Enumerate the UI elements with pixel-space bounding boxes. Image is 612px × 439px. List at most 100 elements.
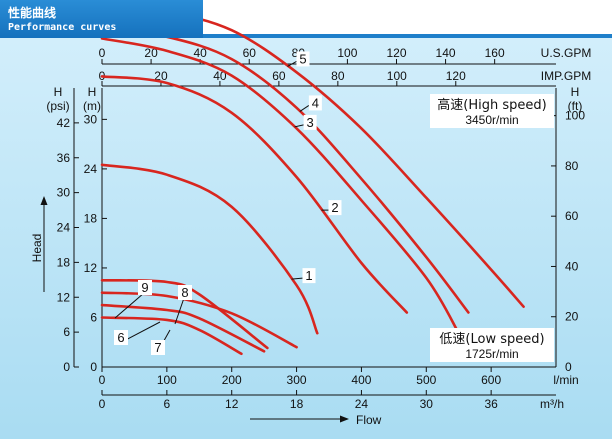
labels-layer: 1 2 3 4 5 6 7 8 9 [114, 51, 342, 355]
x-tick-label-m3h: 6 [164, 397, 171, 411]
curve-label-leader-1 [291, 277, 303, 280]
head-label: Head [30, 234, 44, 263]
y-tick-label-ft: 60 [565, 209, 579, 223]
curve-label-box-5 [296, 51, 310, 67]
y-tick-label-psi: 12 [57, 290, 71, 304]
curve-label-leader-3 [294, 124, 304, 128]
axes-layer: 0204060801001201401600204060801001200100… [46, 46, 591, 411]
curve-label-1: 1 [305, 268, 312, 283]
x-tick-label-m3h: 24 [355, 397, 369, 411]
high-speed-box [430, 94, 554, 128]
curve-label-3: 3 [307, 115, 314, 130]
x-tick-label-lmin: 300 [287, 373, 307, 387]
x-unit-label-usgpm: U.S.GPM [541, 46, 592, 60]
y-tick-label-ft: 100 [565, 109, 585, 123]
x-tick-label-usgpm: 20 [144, 46, 158, 60]
x-tick-label-impgpm: 80 [331, 69, 345, 83]
y-tick-label-psi: 6 [63, 325, 70, 339]
y-axis-unit-m: (m) [83, 99, 101, 113]
title-chinese: 性能曲线 [8, 6, 57, 20]
x-tick-label-m3h: 30 [420, 397, 434, 411]
curve-label-box-7 [151, 340, 165, 355]
curve-label-2: 2 [331, 200, 338, 215]
curve-label-7: 7 [154, 340, 161, 355]
x-tick-label-usgpm: 120 [386, 46, 406, 60]
y-tick-label-psi: 18 [57, 255, 71, 269]
x-tick-label-impgpm: 60 [272, 69, 286, 83]
y-axis-unit-ft: (ft) [568, 99, 583, 113]
x-tick-label-usgpm: 60 [243, 46, 257, 60]
title-banner: 性能曲线 Performance curves [0, 0, 203, 38]
x-tick-label-lmin: 0 [99, 373, 106, 387]
y-tick-label-m: 24 [84, 162, 98, 176]
x-tick-label-impgpm: 120 [446, 69, 466, 83]
curve-label-6: 6 [117, 330, 124, 345]
curve-label-8: 8 [181, 285, 188, 300]
x-tick-label-lmin: 200 [222, 373, 242, 387]
low-speed-annotation: 低速(Low speed) 1725r/min [430, 328, 554, 362]
y-tick-label-psi: 42 [57, 116, 71, 130]
x-tick-label-m3h: 18 [290, 397, 304, 411]
head-arrow-icon [40, 196, 48, 205]
low-speed-rpm: 1725r/min [465, 347, 518, 361]
x-tick-label-lmin: 600 [481, 373, 501, 387]
y-axis-unit-psi: (psi) [46, 99, 69, 113]
low-speed-box [430, 328, 554, 362]
x-unit-label-m3h: m³/h [540, 397, 564, 411]
y-axis-letter-ft: H [571, 85, 580, 99]
curve-2 [100, 75, 409, 314]
x-tick-label-impgpm: 20 [154, 69, 168, 83]
x-tick-label-usgpm: 0 [99, 46, 106, 60]
x-unit-label-impgpm: IMP.GPM [541, 69, 591, 83]
x-tick-label-impgpm: 100 [387, 69, 407, 83]
x-tick-label-m3h: 36 [484, 397, 498, 411]
y-tick-label-psi: 36 [57, 151, 71, 165]
curve-label-box-1 [302, 268, 316, 284]
curve-label-leader-5 [287, 60, 297, 67]
x-tick-label-lmin: 400 [351, 373, 371, 387]
curve-label-box-9 [138, 280, 152, 295]
y-axis-letter-m: H [88, 85, 97, 99]
high-speed-label: 高速(High speed) [437, 97, 546, 113]
curve-label-leader-8 [174, 297, 185, 325]
curve-label-leader-9 [114, 292, 145, 319]
y-tick-label-psi: 24 [57, 221, 71, 235]
curve-label-box-6 [114, 330, 128, 345]
x-tick-label-usgpm: 140 [436, 46, 456, 60]
curve-label-box-8 [178, 285, 192, 300]
curve-label-box-3 [303, 114, 317, 130]
y-tick-label-ft: 80 [565, 159, 579, 173]
curve-label-box-4 [308, 95, 322, 111]
flow-label: Flow [356, 413, 382, 427]
x-tick-label-usgpm: 160 [485, 46, 505, 60]
high-speed-rpm: 3450r/min [465, 113, 518, 127]
head-axis-title: Head [30, 196, 48, 292]
y-tick-label-m: 12 [84, 261, 98, 275]
curve-6 [100, 316, 243, 356]
curve-7 [100, 303, 266, 353]
y-tick-label-m: 18 [84, 211, 98, 225]
curve-8 [100, 291, 298, 349]
x-unit-label-lmin: l/min [553, 373, 578, 387]
low-speed-label: 低速(Low speed) [439, 332, 544, 347]
y-tick-label-m: 0 [90, 360, 97, 374]
x-tick-label-m3h: 0 [99, 397, 106, 411]
curve-label-4: 4 [312, 95, 319, 110]
y-tick-label-ft: 40 [565, 259, 579, 273]
y-tick-label-ft: 0 [565, 360, 572, 374]
header-strip [203, 34, 612, 38]
high-speed-annotation: 高速(High speed) 3450r/min [430, 94, 554, 128]
curve-label-leader-4 [299, 105, 310, 112]
x-tick-label-usgpm: 40 [193, 46, 207, 60]
curve-label-9: 9 [141, 280, 148, 295]
curve-label-box-2 [328, 200, 342, 216]
y-tick-label-psi: 0 [63, 360, 70, 374]
title-english: Performance curves [8, 22, 117, 33]
curve-1 [100, 163, 319, 335]
y-tick-label-psi: 30 [57, 186, 71, 200]
y-tick-label-m: 6 [90, 310, 97, 324]
x-tick-label-lmin: 500 [416, 373, 436, 387]
y-tick-label-m: 30 [84, 112, 98, 126]
